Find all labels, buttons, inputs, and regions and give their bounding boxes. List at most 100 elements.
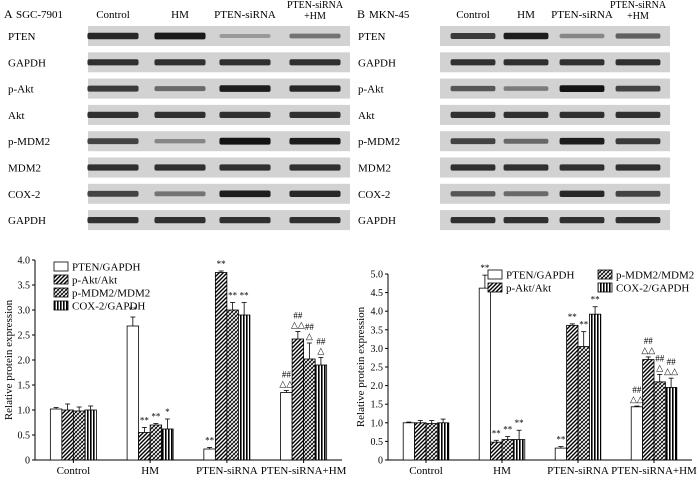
blot-band <box>450 191 496 197</box>
y-tick-label: 3.5 <box>18 281 31 292</box>
x-tick-label: PTEN-siRNA+HM <box>261 465 347 477</box>
blot-band <box>450 217 496 224</box>
blot-band <box>559 33 605 39</box>
blot-row-label: Akt <box>8 110 25 122</box>
blot-band <box>219 217 271 224</box>
blot-band <box>503 111 549 118</box>
blot-band <box>503 217 549 224</box>
y-tick-label: 2.5 <box>371 363 384 374</box>
significance-mark: ** <box>205 436 215 446</box>
blot-band <box>219 190 271 198</box>
blot-strip <box>88 157 350 178</box>
blot-band <box>559 217 605 224</box>
blot-band <box>289 59 341 66</box>
blot-band <box>87 138 139 145</box>
significance-mark: ** <box>492 428 502 438</box>
lane-label: PTEN-siRNA +HM <box>610 0 667 22</box>
legend-swatch <box>487 269 503 280</box>
blot-band <box>615 33 661 39</box>
bar <box>630 406 644 461</box>
blot-band <box>289 111 341 118</box>
bar <box>226 309 239 461</box>
blot-row-label: p-Akt <box>8 84 34 96</box>
blot-band <box>503 138 549 144</box>
significance-mark: △ <box>317 346 324 356</box>
significance-mark: ** <box>503 425 513 435</box>
blot-band <box>615 190 661 197</box>
blot-band <box>503 32 549 40</box>
significance-mark: ** <box>140 416 150 426</box>
significance-mark: ** <box>217 259 227 269</box>
blot-band <box>450 164 496 171</box>
significance-mark: ** <box>151 412 161 422</box>
blot-strip <box>440 52 670 73</box>
blot-band <box>154 32 206 40</box>
blot-row-label: PTEN <box>8 31 36 43</box>
significance-mark: ## <box>644 336 654 346</box>
blot-row-label: GAPDH <box>8 57 46 69</box>
y-tick-label: 0 <box>25 456 30 467</box>
x-tick-label: PTEN-siRNA <box>547 465 609 477</box>
x-tick-label: HM <box>493 465 511 477</box>
legend-swatch <box>53 287 69 298</box>
y-tick-label: 2.0 <box>18 356 31 367</box>
blot-band <box>503 164 549 171</box>
blot-band <box>289 217 341 224</box>
blot-row-label: Akt <box>358 110 375 122</box>
blot-row-label: p-MDM2 <box>358 136 400 148</box>
bar <box>642 359 655 461</box>
blot-band <box>450 59 496 66</box>
y-tick-label: 3.0 <box>18 306 31 317</box>
lane-label: Control <box>96 9 130 21</box>
blot-strip <box>88 104 350 125</box>
panel-letter: B <box>357 7 365 21</box>
lane-label: HM <box>517 9 535 21</box>
significance-mark: ** <box>515 418 525 428</box>
y-tick-label: 4.5 <box>371 288 384 299</box>
panel-b-bar-chart: 0 0.5 1.0 1.5 2.0 2.5 3.0 3.5 4.0 4.5 5.0 Relative … <box>355 263 697 477</box>
significance-mark: ## <box>667 357 677 367</box>
legend-swatch <box>53 261 69 272</box>
blot-band <box>289 85 341 92</box>
bar <box>291 338 305 461</box>
lane-label-line: +HM <box>304 11 326 22</box>
lane-label-line: PTEN-siRNA <box>287 0 344 11</box>
blot-band <box>154 139 206 144</box>
blot-band <box>615 217 661 224</box>
y-tick-label: 4.0 <box>18 256 31 267</box>
blot-strip <box>88 78 350 99</box>
bar <box>138 432 151 461</box>
blot-band <box>450 33 496 39</box>
blot-row-label: COX-2 <box>8 189 40 201</box>
legend-swatch <box>597 269 613 280</box>
significance-mark: △△ <box>630 394 644 404</box>
blot-band <box>615 85 661 92</box>
y-tick-label: 3.0 <box>371 344 384 355</box>
blot-band <box>87 85 139 92</box>
significance-mark: △△ <box>291 320 305 330</box>
blot-band <box>154 111 206 118</box>
blot-band <box>289 137 341 145</box>
bar <box>589 313 602 461</box>
blot-band <box>219 164 271 171</box>
blot-band <box>154 217 206 224</box>
y-tick-label: 5.0 <box>371 270 384 281</box>
lane-label: PTEN-siRNA +HM <box>287 0 344 22</box>
blot-strip <box>440 210 670 231</box>
x-tick-label: Control <box>57 465 91 477</box>
cell-line-label: SGC-7901 <box>16 9 63 21</box>
legend-label: COX-2/GAPDH <box>72 301 145 313</box>
y-tick-label: 1.0 <box>371 418 384 429</box>
blot-strip <box>440 183 670 204</box>
blot-band <box>154 164 206 171</box>
blot-band <box>289 190 341 197</box>
blot-band <box>559 59 605 66</box>
significance-mark: △△ <box>641 345 655 355</box>
bar <box>665 387 678 461</box>
legend-label: PTEN/GAPDH <box>72 262 141 274</box>
blot-band <box>615 164 661 171</box>
y-tick-label: 3.5 <box>371 325 384 336</box>
bar <box>653 381 666 461</box>
